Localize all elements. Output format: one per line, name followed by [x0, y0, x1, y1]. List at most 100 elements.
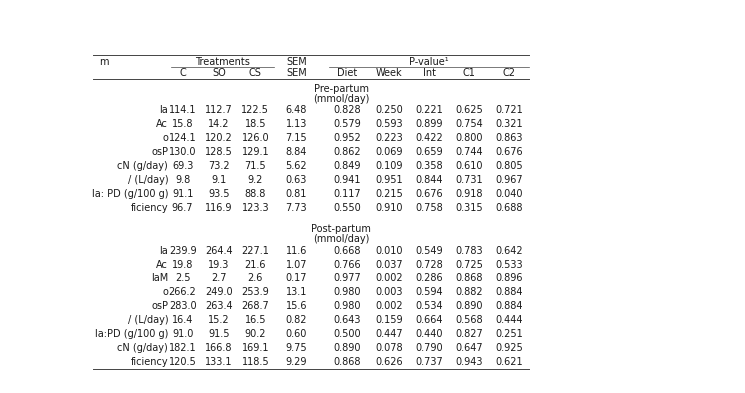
Text: 0.642: 0.642 [495, 246, 523, 255]
Text: 0.447: 0.447 [375, 329, 403, 339]
Text: 0.010: 0.010 [375, 246, 403, 255]
Text: 0.321: 0.321 [495, 119, 523, 129]
Text: 0.647: 0.647 [455, 343, 483, 353]
Text: 0.896: 0.896 [495, 274, 522, 283]
Text: 7.15: 7.15 [285, 133, 307, 143]
Text: 7.73: 7.73 [285, 202, 307, 213]
Text: Post-partum: Post-partum [311, 224, 371, 234]
Text: 0.17: 0.17 [285, 274, 307, 283]
Text: 0.60: 0.60 [285, 329, 307, 339]
Text: cN (g/day): cN (g/day) [118, 161, 168, 171]
Text: Pre-partum: Pre-partum [314, 84, 369, 94]
Text: 9.1: 9.1 [212, 175, 226, 185]
Text: 0.827: 0.827 [455, 329, 483, 339]
Text: 21.6: 21.6 [244, 259, 266, 270]
Text: 0.63: 0.63 [285, 175, 307, 185]
Text: 96.7: 96.7 [172, 202, 194, 213]
Text: osP: osP [151, 147, 168, 157]
Text: 0.790: 0.790 [416, 343, 443, 353]
Text: 0.728: 0.728 [415, 259, 443, 270]
Text: 0.721: 0.721 [495, 105, 523, 115]
Text: laM: laM [151, 274, 168, 283]
Text: Diet: Diet [337, 68, 358, 78]
Text: 0.215: 0.215 [375, 189, 403, 198]
Text: 0.534: 0.534 [416, 301, 443, 311]
Text: 0.868: 0.868 [334, 357, 361, 367]
Text: 0.109: 0.109 [375, 161, 403, 171]
Text: 8.84: 8.84 [285, 147, 307, 157]
Text: 268.7: 268.7 [241, 301, 269, 311]
Text: ficiency: ficiency [130, 357, 168, 367]
Text: 129.1: 129.1 [241, 147, 269, 157]
Text: 0.315: 0.315 [455, 202, 483, 213]
Text: cN (g/day): cN (g/day) [118, 343, 168, 353]
Text: 0.952: 0.952 [333, 133, 361, 143]
Text: 1.07: 1.07 [285, 259, 307, 270]
Text: 0.625: 0.625 [455, 105, 483, 115]
Text: 0.621: 0.621 [495, 357, 523, 367]
Text: 130.0: 130.0 [169, 147, 197, 157]
Text: 122.5: 122.5 [241, 105, 269, 115]
Text: la: la [159, 246, 168, 255]
Text: (mmol/day): (mmol/day) [313, 234, 370, 244]
Text: osP: osP [151, 301, 168, 311]
Text: CS: CS [249, 68, 261, 78]
Text: 0.676: 0.676 [495, 147, 523, 157]
Text: 18.5: 18.5 [244, 119, 266, 129]
Text: 16.5: 16.5 [244, 315, 266, 325]
Text: 0.002: 0.002 [375, 274, 403, 283]
Text: 0.884: 0.884 [495, 287, 522, 298]
Text: 9.2: 9.2 [247, 175, 263, 185]
Text: 0.610: 0.610 [455, 161, 483, 171]
Text: 0.688: 0.688 [495, 202, 522, 213]
Text: 0.882: 0.882 [455, 287, 483, 298]
Text: 169.1: 169.1 [241, 343, 269, 353]
Text: 0.943: 0.943 [455, 357, 483, 367]
Text: 1.13: 1.13 [285, 119, 307, 129]
Text: 0.286: 0.286 [416, 274, 443, 283]
Text: 0.81: 0.81 [285, 189, 307, 198]
Text: C: C [180, 68, 186, 78]
Text: / (L/day): / (L/day) [127, 315, 168, 325]
Text: 0.899: 0.899 [416, 119, 443, 129]
Text: 0.884: 0.884 [495, 301, 522, 311]
Text: 15.8: 15.8 [172, 119, 194, 129]
Text: SEM: SEM [286, 68, 307, 78]
Text: 88.8: 88.8 [244, 189, 266, 198]
Text: 0.925: 0.925 [495, 343, 523, 353]
Text: 0.250: 0.250 [375, 105, 403, 115]
Text: 0.664: 0.664 [416, 315, 443, 325]
Text: o: o [162, 287, 168, 298]
Text: 0.980: 0.980 [334, 287, 361, 298]
Text: 69.3: 69.3 [172, 161, 193, 171]
Text: 0.910: 0.910 [375, 202, 403, 213]
Text: 0.941: 0.941 [334, 175, 361, 185]
Text: 0.676: 0.676 [416, 189, 443, 198]
Text: 90.2: 90.2 [244, 329, 266, 339]
Text: 0.668: 0.668 [334, 246, 361, 255]
Text: 0.659: 0.659 [416, 147, 443, 157]
Text: 0.805: 0.805 [495, 161, 523, 171]
Text: 0.754: 0.754 [455, 119, 483, 129]
Text: ficiency: ficiency [130, 202, 168, 213]
Text: 0.828: 0.828 [333, 105, 361, 115]
Text: 0.223: 0.223 [375, 133, 403, 143]
Text: 227.1: 227.1 [241, 246, 269, 255]
Text: 0.002: 0.002 [375, 301, 403, 311]
Text: m: m [99, 57, 109, 67]
Text: 16.4: 16.4 [172, 315, 193, 325]
Text: 0.844: 0.844 [416, 175, 443, 185]
Text: 0.783: 0.783 [455, 246, 483, 255]
Text: 13.1: 13.1 [285, 287, 307, 298]
Text: 116.9: 116.9 [205, 202, 232, 213]
Text: 2.7: 2.7 [212, 274, 226, 283]
Text: 0.863: 0.863 [495, 133, 522, 143]
Text: 71.5: 71.5 [244, 161, 266, 171]
Text: la: PD (g/100 g): la: PD (g/100 g) [92, 189, 168, 198]
Text: 0.251: 0.251 [495, 329, 523, 339]
Text: 2.6: 2.6 [247, 274, 263, 283]
Text: 5.62: 5.62 [285, 161, 307, 171]
Text: 0.037: 0.037 [375, 259, 403, 270]
Text: 0.862: 0.862 [333, 147, 361, 157]
Text: 0.643: 0.643 [334, 315, 361, 325]
